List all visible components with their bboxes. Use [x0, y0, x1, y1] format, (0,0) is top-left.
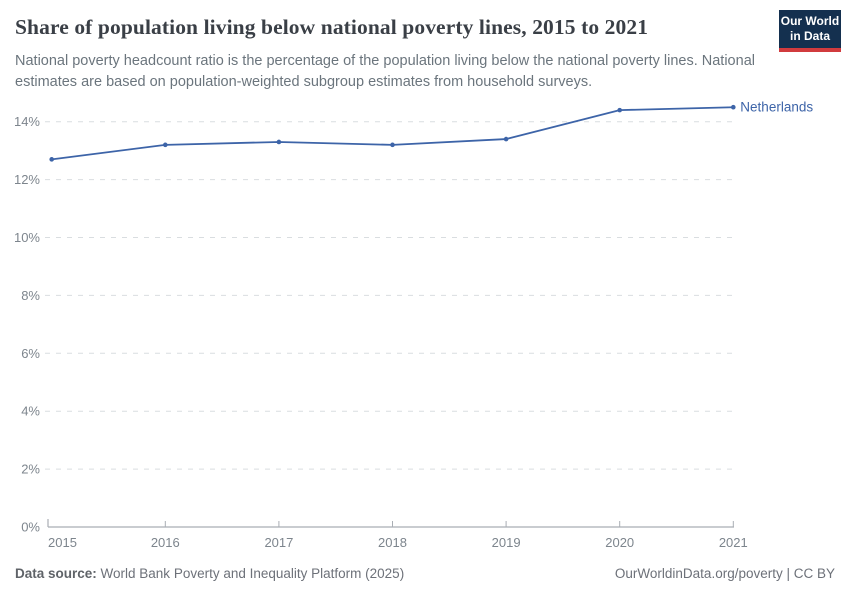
owid-logo[interactable]: Our World in Data	[779, 10, 841, 52]
x-tick-label-2020: 2020	[605, 535, 634, 550]
owid-logo-line2: in Data	[789, 29, 830, 43]
page-title: Share of population living below nationa…	[15, 15, 649, 39]
y-tick-label-0: 0%	[21, 520, 40, 535]
x-tick-label-2016: 2016	[151, 535, 180, 550]
y-tick-label-12: 12%	[14, 172, 40, 187]
data-point-2018	[390, 142, 395, 148]
data-source-text: World Bank Poverty and Inequality Platfo…	[96, 566, 405, 581]
y-tick-label-14: 14%	[14, 114, 40, 129]
footer-credit-link[interactable]: OurWorldinData.org/poverty | CC BY	[614, 566, 835, 581]
y-tick-label-4: 4%	[21, 404, 40, 419]
x-tick-label-2015: 2015	[48, 535, 77, 550]
data-point-2020	[617, 107, 622, 113]
x-tick-label-2021: 2021	[719, 535, 748, 550]
chart-subtitle: National poverty headcount ratio is the …	[15, 53, 755, 90]
y-tick-label-2: 2%	[21, 462, 40, 477]
y-tick-label-6: 6%	[21, 346, 40, 361]
data-source: Data source: World Bank Poverty and Ineq…	[15, 566, 404, 581]
data-source-label: Data source:	[15, 566, 97, 581]
data-point-2017	[276, 139, 282, 145]
owid-logo-line1: Our World	[780, 14, 840, 28]
x-tick-label-2018: 2018	[378, 535, 407, 550]
chart-footer: Data source: World Bank Poverty and Ineq…	[15, 566, 835, 581]
data-point-2016	[163, 142, 168, 148]
x-tick-label-2017: 2017	[264, 535, 293, 550]
data-point-2015	[49, 157, 54, 162]
data-point-2021	[731, 104, 736, 110]
series-line-netherlands	[50, 106, 735, 161]
series-end-label: Netherlands	[740, 100, 813, 115]
x-tick-label-2019: 2019	[492, 535, 521, 550]
y-tick-label-10: 10%	[14, 230, 40, 245]
data-point-2019	[503, 136, 509, 142]
y-tick-label-8: 8%	[21, 288, 40, 303]
